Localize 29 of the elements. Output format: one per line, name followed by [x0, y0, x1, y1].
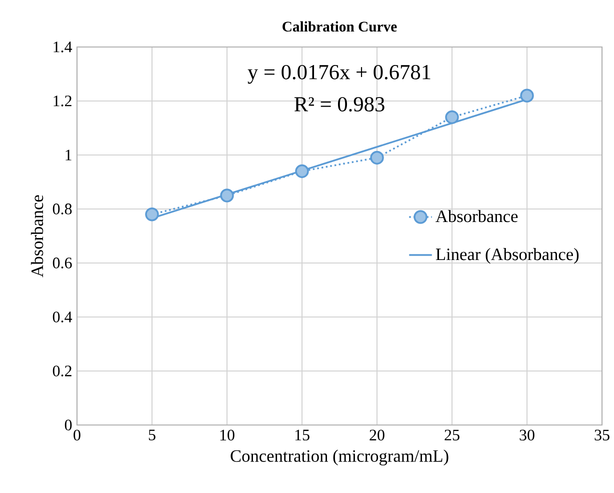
x-tick-label: 35 [594, 430, 610, 440]
y-axis-title: Absorbance [30, 195, 44, 278]
x-axis-title: Concentration (microgram/mL) [230, 450, 448, 466]
y-tick-label: 1.2 [54, 96, 72, 106]
y-tick-label: 1 [66, 150, 72, 160]
annotation: R² = 0.983 [294, 97, 384, 112]
y-tick-label: 1.4 [54, 42, 72, 52]
point [145, 208, 159, 222]
point [220, 188, 234, 202]
chart-title: Calibration Curve [282, 21, 397, 32]
point [295, 164, 309, 178]
y-tick-label: 0 [64, 420, 72, 430]
x-tick-label: 25 [444, 430, 460, 440]
y-tick-label: 0.8 [52, 204, 72, 214]
point [520, 88, 534, 102]
point [445, 110, 459, 124]
x-tick-label: 0 [74, 430, 80, 440]
y-tick-label: 0.2 [52, 366, 72, 376]
x-tick-label: 10 [220, 430, 234, 440]
y-tick-label: 0.6 [52, 258, 72, 268]
x-tick-label: 5 [148, 430, 156, 440]
legend-label: Linear (Absorbance) [436, 248, 579, 264]
annotation: y = 0.0176x + 0.6781 [248, 64, 430, 84]
x-tick-label: 20 [370, 430, 384, 440]
point [370, 150, 384, 165]
y-tick-label: 0.4 [52, 312, 72, 322]
x-tick-label: 15 [295, 430, 310, 440]
x-tick-label: 30 [520, 430, 534, 440]
legend-label: Absorbance [436, 210, 518, 222]
